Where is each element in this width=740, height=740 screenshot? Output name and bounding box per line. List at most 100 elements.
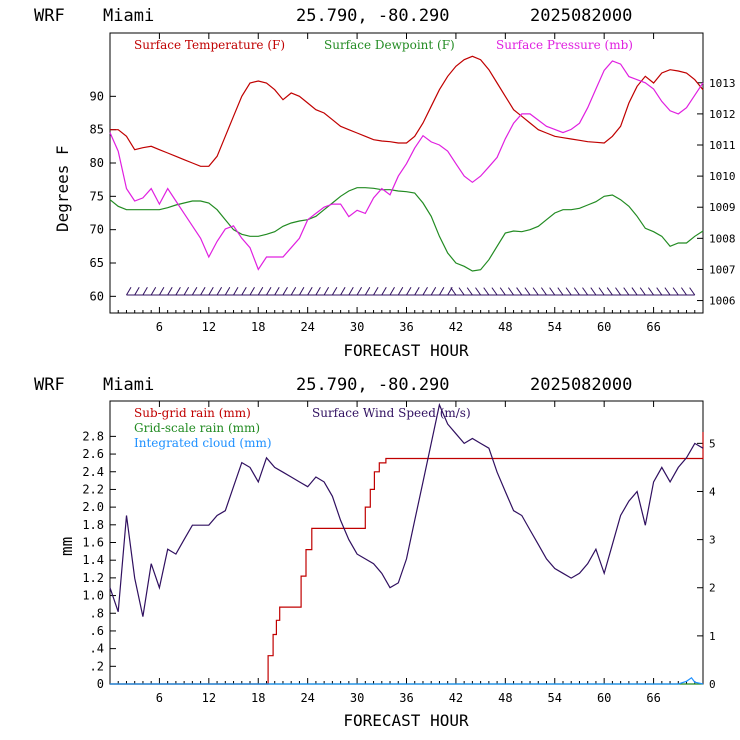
- y2-tick-label: 5: [709, 437, 716, 450]
- wind-barb: [466, 287, 473, 296]
- wind-barb: [639, 287, 646, 296]
- panel1-header: WRF Miami 25.790, -80.290 2025082000: [34, 6, 632, 26]
- panel1-plot-frame: [109, 32, 704, 314]
- wind-barb: [631, 287, 638, 296]
- y2-tick-label: 1012: [709, 108, 736, 121]
- x-tick-label: 60: [597, 691, 611, 705]
- legend-wind-speed: Surface Wind Speed (m/s): [312, 406, 471, 420]
- legend-gridscale-rain: Grid-scale rain (mm): [134, 421, 260, 435]
- wind-barb: [175, 286, 181, 296]
- wind-barb: [282, 286, 288, 296]
- y-tick-label: 2.6: [82, 447, 104, 461]
- x-tick-label: 24: [300, 691, 314, 705]
- wind-barb: [233, 286, 239, 296]
- panel2-series: [109, 402, 704, 685]
- wind-barb: [315, 286, 321, 296]
- panel2-ylabel: mm: [57, 537, 76, 556]
- panel1-axes: 6 12 18 24 30 36 42 48 54 60 66 60 65 70 75 80 85 90 1006 1…: [90, 33, 736, 334]
- y2-tick-label: 1009: [709, 201, 736, 214]
- legend-dewpoint: Surface Dewpoint (F): [324, 38, 455, 52]
- series-line-surface-temperature-f: [110, 55, 704, 167]
- legend-temperature: Surface Temperature (F): [134, 38, 285, 52]
- wind-barb: [208, 286, 214, 296]
- wind-barb: [664, 287, 671, 296]
- y2-tick-label: 1008: [709, 232, 736, 245]
- wind-barb: [524, 287, 531, 296]
- wind-barb: [507, 287, 514, 296]
- x-tick-label: 6: [156, 320, 163, 334]
- x-tick-label: 42: [449, 691, 463, 705]
- legend-subgrid-rain: Sub-grid rain (mm): [134, 406, 251, 420]
- wind-barb: [406, 286, 412, 296]
- wind-barb: [450, 287, 457, 296]
- y-tick-label: 2.2: [82, 482, 104, 496]
- x-tick-label: 48: [498, 691, 512, 705]
- panel2-location: Miami: [103, 375, 154, 395]
- y2-tick-label: 1011: [709, 139, 736, 152]
- wind-barb: [573, 287, 580, 296]
- x-tick-label: 54: [548, 691, 562, 705]
- y-tick-label: 1.2: [82, 571, 104, 585]
- y-tick-label: 70: [90, 223, 104, 237]
- y2-tick-label: 1010: [709, 170, 736, 183]
- wind-barb: [516, 287, 523, 296]
- panel1-model: WRF: [34, 6, 65, 26]
- wind-barb: [158, 286, 165, 296]
- x-tick-label: 66: [646, 691, 660, 705]
- x-tick-label: 18: [251, 691, 265, 705]
- wind-barb: [183, 286, 190, 296]
- wind-barb: [557, 287, 564, 296]
- wind-barb: [565, 287, 572, 296]
- wind-barb: [582, 287, 589, 296]
- series-line-surface-dewpoint-f: [109, 187, 704, 272]
- y-tick-label: .4: [90, 642, 104, 656]
- wind-barb: [257, 286, 264, 296]
- wind-barb: [126, 286, 132, 296]
- wind-barb: [323, 286, 330, 296]
- wind-barb: [491, 287, 498, 296]
- panel2-coords: 25.790, -80.290: [296, 375, 450, 395]
- y2-tick-label: 1013: [709, 77, 736, 90]
- wind-barb: [422, 286, 428, 296]
- x-tick-label: 30: [350, 320, 364, 334]
- x-tick-label: 6: [156, 691, 163, 705]
- panel1-series: [109, 55, 704, 296]
- panel2-xlabel: FORECAST HOUR: [343, 711, 469, 730]
- wind-barb: [499, 287, 506, 296]
- wind-barb: [200, 286, 206, 296]
- wind-barb: [672, 287, 679, 296]
- panel1-xlabel: FORECAST HOUR: [343, 341, 469, 360]
- y-tick-label: .8: [90, 606, 104, 620]
- wind-barb: [381, 286, 387, 296]
- wind-barb: [241, 286, 247, 296]
- wind-barb: [458, 287, 465, 296]
- wind-barb: [549, 287, 556, 296]
- wind-barb: [142, 286, 148, 296]
- wind-barb: [430, 286, 437, 296]
- panel1-init-time: 2025082000: [530, 6, 632, 26]
- y-tick-label: 85: [90, 123, 104, 137]
- wind-barb: [414, 286, 420, 296]
- y2-tick-label: 0: [709, 678, 716, 691]
- wind-barb: [298, 286, 305, 296]
- wind-barb: [290, 286, 297, 296]
- wind-barb: [373, 286, 379, 296]
- wind-barb: [689, 287, 696, 296]
- wind-barb: [331, 286, 338, 296]
- wind-barb: [598, 287, 605, 296]
- x-tick-label: 48: [498, 320, 512, 334]
- x-tick-label: 24: [300, 320, 314, 334]
- y-tick-label: 65: [90, 256, 104, 270]
- panel1-legend: Surface Temperature (F) Surface Dewpoint…: [134, 38, 633, 52]
- x-tick-label: 30: [350, 691, 364, 705]
- y-tick-label: 2.0: [82, 500, 104, 514]
- panel2-header: WRF Miami 25.790, -80.290 2025082000: [34, 375, 632, 395]
- wind-barb: [274, 286, 280, 296]
- series-line-surface-pressure-mb: [109, 60, 704, 271]
- y2-tick-label: 1007: [709, 263, 736, 276]
- wind-barb: [647, 287, 654, 296]
- panel2-init-time: 2025082000: [530, 375, 632, 395]
- wind-barb: [167, 286, 173, 296]
- y2-tick-label: 4: [709, 485, 716, 498]
- panel1-location: Miami: [103, 6, 154, 26]
